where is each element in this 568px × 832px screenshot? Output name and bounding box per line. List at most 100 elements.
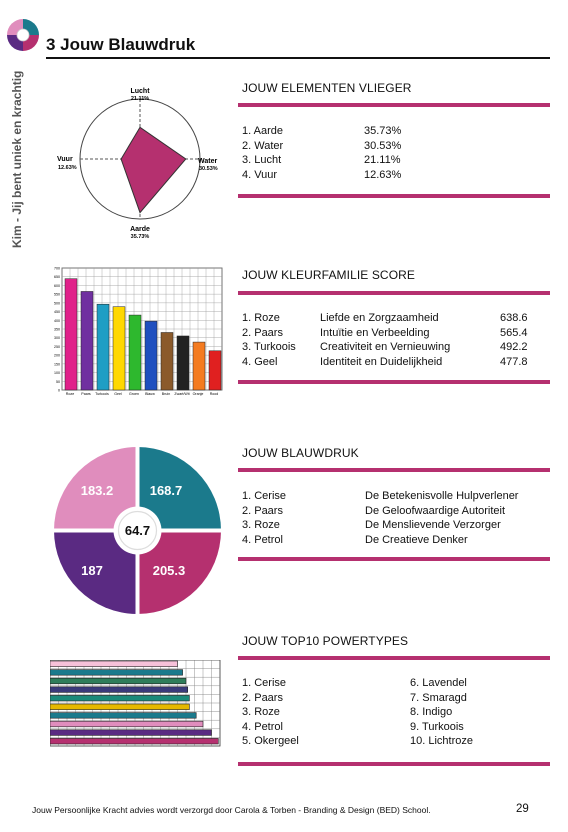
radar-value-water: 30.53% [199, 166, 218, 172]
pie-center-value: 64.7 [125, 523, 150, 538]
powertypes-rule-bottom [238, 762, 550, 766]
blueprint-list: 1. Cerise De Betekenisvolle Hulpverlener … [242, 489, 518, 547]
list-item: 1. Cerise De Betekenisvolle Hulpverlener [242, 490, 519, 502]
elements-heading: JOUW ELEMENTEN VLIEGER [242, 81, 412, 95]
radar-axis-vuur: Vuur [57, 156, 73, 163]
x-tick-label: Geel [114, 392, 122, 396]
radar-value-aarde: 35.73% [131, 234, 150, 240]
y-tick-label: 400 [54, 319, 60, 323]
color-family-bar-chart: 7006506005505004504003503002502001501005… [54, 267, 223, 396]
colors-rule-bottom [238, 380, 550, 384]
list-item: 3. Roze De Menslievende Verzorger [242, 519, 501, 531]
footer-text: Jouw Persoonlijke Kracht advies wordt ve… [32, 805, 431, 815]
y-tick-label: 250 [54, 345, 60, 349]
bar [144, 320, 158, 391]
bar [192, 341, 206, 391]
bar [50, 729, 212, 736]
elements-list: 1. Aarde 35.73% 2. Water 30.53% 3. Lucht 21… [242, 124, 401, 182]
bar [64, 278, 78, 391]
elements-rule [238, 103, 550, 107]
list-item: 4. Vuur 12.63% [242, 168, 402, 181]
y-tick-label: 200 [54, 354, 60, 358]
bar [50, 738, 219, 745]
bar [208, 350, 222, 391]
page-number: 29 [516, 803, 529, 815]
bar [128, 314, 142, 391]
list-item: 2. Water 30.53% [242, 139, 402, 152]
y-tick-label: 50 [56, 380, 60, 384]
list-item: 2. Paars Intuïtie en Verbeelding 565.4 [242, 326, 528, 339]
x-tick-label: Bruin [162, 392, 170, 396]
y-tick-label: 500 [54, 301, 60, 305]
colors-heading: JOUW KLEURFAMILIE SCORE [242, 268, 415, 282]
y-tick-label: 600 [54, 284, 60, 288]
list-item: 2. Paars De Geloofwaardige Autoriteit [242, 504, 506, 517]
radar-axis-lucht: Lucht [130, 88, 150, 95]
pie-slice [54, 530, 138, 614]
radar-value-lucht: 21.11% [131, 96, 149, 102]
x-tick-label: Groen [129, 392, 139, 396]
powertypes-heading: JOUW TOP10 POWERTYPES [242, 634, 409, 648]
y-tick-label: 150 [54, 362, 60, 366]
bar [50, 660, 178, 667]
y-tick-label: 650 [54, 275, 60, 279]
bar [50, 695, 190, 702]
radar-axis-water: Water [198, 158, 217, 165]
list-item: 3. Roze [242, 706, 280, 718]
list-item: 4. Geel Identiteit en Duidelijkheid 477.8 [242, 355, 528, 368]
x-tick-label: Blauw [145, 392, 155, 396]
list-item: 4. Petrol De Creatieve Denker [242, 533, 468, 546]
list-item: 3. Turkoois Creativiteit en Vernieuwing 49… [242, 341, 528, 353]
x-tick-label: Turkoois [95, 392, 109, 396]
bar [112, 306, 126, 391]
y-tick-label: 450 [54, 310, 60, 314]
x-tick-label: Roze [66, 392, 74, 396]
pie-label: 183.2 [81, 483, 114, 498]
powertypes-list-left: 1. Cerise 2. Paars 3. Roze 4. Petrol 5. … [242, 676, 299, 749]
blueprint-heading: JOUW BLAUWDRUK [242, 446, 359, 460]
x-tick-label: Oranje [193, 392, 204, 396]
list-item: 9. Turkoois [410, 720, 464, 733]
list-item: 8. Indigo [410, 706, 453, 718]
list-item: 3. Lucht 21.11% [242, 154, 401, 166]
bar [50, 712, 197, 719]
bar [96, 303, 110, 391]
pie-slice [137, 447, 221, 531]
radar-value-vuur: 12.63% [58, 165, 77, 171]
colors-list: 1. Roze Liefde en Zorgzaamheid 638.6 2. Pa… [242, 311, 528, 369]
x-tick-label: Rood [210, 392, 219, 396]
list-item: 6. Lavendel [410, 677, 467, 689]
bar [50, 669, 183, 676]
list-item: 1. Cerise [242, 677, 287, 689]
blueprint-pie-chart: 64.7 168.7 205.3 187 183.2 [54, 447, 221, 614]
list-item: 5. Okergeel [242, 735, 299, 747]
y-tick-label: 550 [54, 293, 60, 297]
pie-label: 187 [81, 563, 103, 578]
bar [50, 677, 187, 685]
y-tick-label: 0 [58, 389, 60, 393]
y-tick-label: 300 [54, 336, 60, 340]
pie-slice [54, 447, 138, 531]
logo-icon [7, 19, 39, 51]
bar [160, 332, 174, 391]
bar [50, 703, 190, 710]
bar [50, 686, 188, 693]
y-tick-label: 350 [54, 328, 60, 332]
x-tick-label: Paars [81, 392, 91, 396]
pie-slice [137, 530, 221, 614]
title-divider [46, 57, 550, 59]
pie-label: 205.3 [153, 563, 186, 578]
y-tick-label: 700 [54, 267, 60, 271]
page-title: 3 Jouw Blauwdruk [46, 35, 196, 54]
colors-rule [238, 291, 550, 295]
list-item: 7. Smaragd [410, 691, 467, 704]
powertypes-rule [238, 656, 550, 660]
list-item: 2. Paars [242, 691, 283, 704]
radar-axis-aarde: Aarde [130, 226, 150, 233]
radar-polygon [120, 126, 187, 214]
y-tick-label: 100 [54, 371, 60, 375]
bar [176, 335, 190, 391]
list-item: 1. Roze Liefde en Zorgzaamheid 638.6 [242, 312, 528, 324]
side-label: Kim - Jij bent uniek en krachtig [10, 70, 24, 248]
elements-rule-bottom [238, 194, 550, 198]
